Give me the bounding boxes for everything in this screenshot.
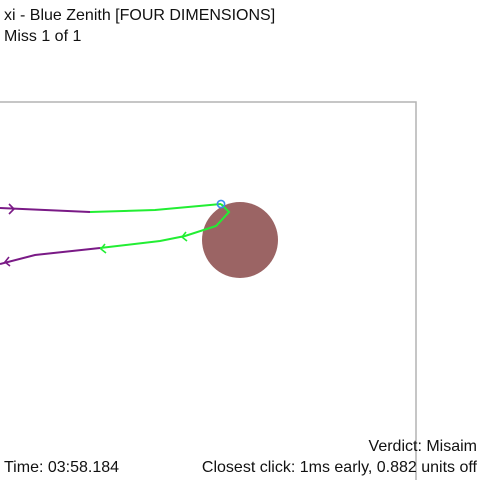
click-marker-icon <box>216 199 226 209</box>
playfield-border <box>0 101 417 480</box>
verdict-label: Verdict: Misaim <box>368 438 477 455</box>
arrow-icon <box>3 256 11 267</box>
time-label: Time: 03:58.184 <box>4 459 120 476</box>
cursor-path-outgoing-purple <box>0 247 101 265</box>
cursor-path-incoming-green <box>89 203 222 213</box>
cursor-path-outgoing-green <box>99 203 231 249</box>
cursor-path-incoming-purple <box>0 207 91 213</box>
arrow-icon <box>99 243 107 254</box>
closest-click-label: Closest click: 1ms early, 0.882 units of… <box>201 459 477 476</box>
miss-counter: Miss 1 of 1 <box>4 28 82 45</box>
arrow-icon <box>180 231 188 242</box>
hit-circle <box>202 202 278 278</box>
arrow-icon <box>8 203 16 215</box>
beatmap-title: xi - Blue Zenith [FOUR DIMENSIONS] <box>4 7 276 24</box>
